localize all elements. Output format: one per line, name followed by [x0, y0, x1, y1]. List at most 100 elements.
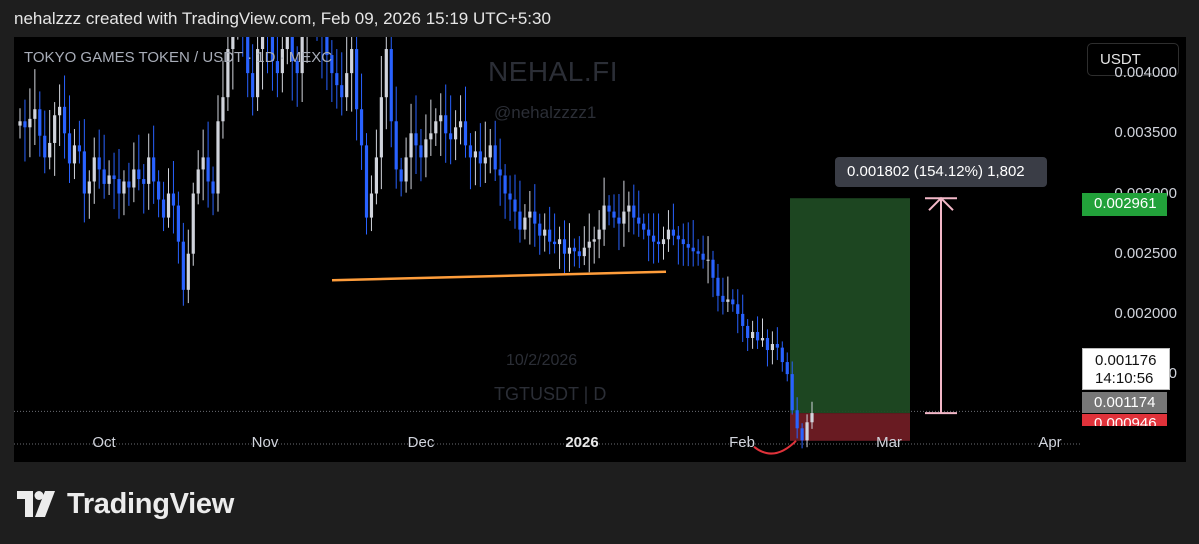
candle-body	[473, 151, 477, 158]
candle-body	[681, 239, 685, 245]
candle-body	[478, 151, 482, 164]
candle-body	[602, 205, 606, 230]
candle-body	[251, 73, 255, 98]
candle-body	[221, 97, 225, 122]
candle-body	[171, 193, 176, 206]
currency-button[interactable]: USDT	[1087, 43, 1179, 76]
candle-body	[637, 217, 641, 224]
candle-body	[275, 61, 279, 74]
price-tick-label: 0.002500	[1114, 244, 1177, 262]
candle-body	[33, 109, 37, 119]
candle-body	[359, 109, 364, 146]
candle-body	[790, 374, 794, 411]
candle-body	[414, 133, 418, 146]
candle-body	[231, 37, 235, 50]
candle-body	[770, 344, 774, 351]
candle-body	[785, 362, 789, 375]
candle-body	[280, 49, 284, 74]
tradingview-logo-icon	[17, 491, 55, 517]
candle-body	[290, 37, 294, 62]
candle-body	[647, 229, 651, 236]
candle-body	[557, 239, 562, 245]
candle-body	[746, 325, 750, 338]
time-tick-label: Apr	[1038, 434, 1062, 451]
candle-body	[300, 37, 304, 74]
candle-body	[58, 106, 62, 116]
candle-body	[176, 205, 180, 242]
candle-body	[161, 199, 166, 218]
candle-body	[399, 169, 403, 182]
candle-body	[216, 121, 220, 194]
candle-body	[97, 157, 101, 170]
candle-body	[538, 223, 542, 236]
price-tick-label: 0.003500	[1114, 124, 1177, 142]
candle-body	[87, 181, 91, 194]
candle-body	[632, 205, 636, 218]
candle-body	[107, 175, 111, 184]
candle-body	[62, 106, 67, 134]
candle-body	[335, 73, 339, 86]
candle-body	[528, 211, 532, 218]
previous-close-tag: 0.001174	[1082, 392, 1167, 413]
candle-body	[676, 235, 680, 240]
candle-body	[508, 193, 512, 200]
candle-body	[691, 247, 695, 252]
candle-body	[706, 259, 710, 261]
candle-body	[285, 37, 289, 50]
candle-body	[369, 193, 374, 218]
bottom-arc	[753, 440, 797, 455]
time-tick-label: Oct	[92, 434, 116, 451]
candle-body	[760, 337, 765, 341]
price-plot	[14, 37, 1082, 455]
candle-body	[652, 235, 656, 242]
candle-body	[206, 157, 210, 182]
candle-body	[751, 331, 755, 338]
candle-body	[716, 277, 720, 296]
candle-body	[439, 115, 443, 122]
candle-body	[463, 121, 468, 146]
candle-body	[201, 157, 205, 170]
candle-body	[325, 37, 329, 56]
candle-body	[741, 313, 745, 326]
candle-body	[72, 145, 77, 164]
candle-body	[355, 49, 359, 110]
watermark-date: 10/2/2026	[506, 352, 578, 369]
candle-body	[38, 109, 42, 136]
measure-arrowhead	[928, 196, 954, 211]
candle-body	[147, 157, 151, 184]
candle-body	[523, 217, 527, 230]
candle-body	[617, 217, 621, 224]
candle-body	[483, 157, 487, 164]
candle-body	[612, 211, 616, 218]
candle-body	[77, 145, 81, 152]
time-tick-label: Dec	[407, 434, 435, 451]
candle-body	[384, 49, 388, 98]
candle-body	[226, 49, 230, 98]
candle-body	[642, 223, 646, 230]
candle-body	[805, 422, 809, 441]
candle-body	[577, 251, 581, 257]
time-tick-label: 2026	[565, 434, 599, 451]
candle-body	[597, 229, 601, 240]
candle-body	[498, 169, 502, 176]
candle-body	[246, 37, 250, 74]
time-tick-label: Feb	[729, 434, 755, 451]
candle-body	[721, 295, 725, 302]
candle-body	[191, 193, 195, 254]
candle-body	[166, 193, 171, 218]
price-tick-label: 0.002000	[1114, 304, 1177, 322]
candle-body	[389, 49, 393, 122]
current-price-tag: 0.001176 14:10:56	[1082, 348, 1170, 390]
chart-pane[interactable]: TOKYO GAMES TOKEN / USDT · 1D · MEXC NEH…	[14, 37, 1186, 462]
candle-body	[592, 239, 596, 242]
candle-body	[404, 157, 408, 182]
candle-body	[340, 85, 344, 98]
candle-body	[23, 121, 27, 128]
candle-body	[260, 37, 265, 50]
candle-body	[731, 299, 735, 305]
candle-body	[562, 239, 567, 254]
candle-body	[553, 241, 557, 245]
price-tick-label: 0.004000	[1114, 64, 1177, 82]
candle-body	[117, 179, 121, 194]
candle-body	[48, 142, 52, 158]
